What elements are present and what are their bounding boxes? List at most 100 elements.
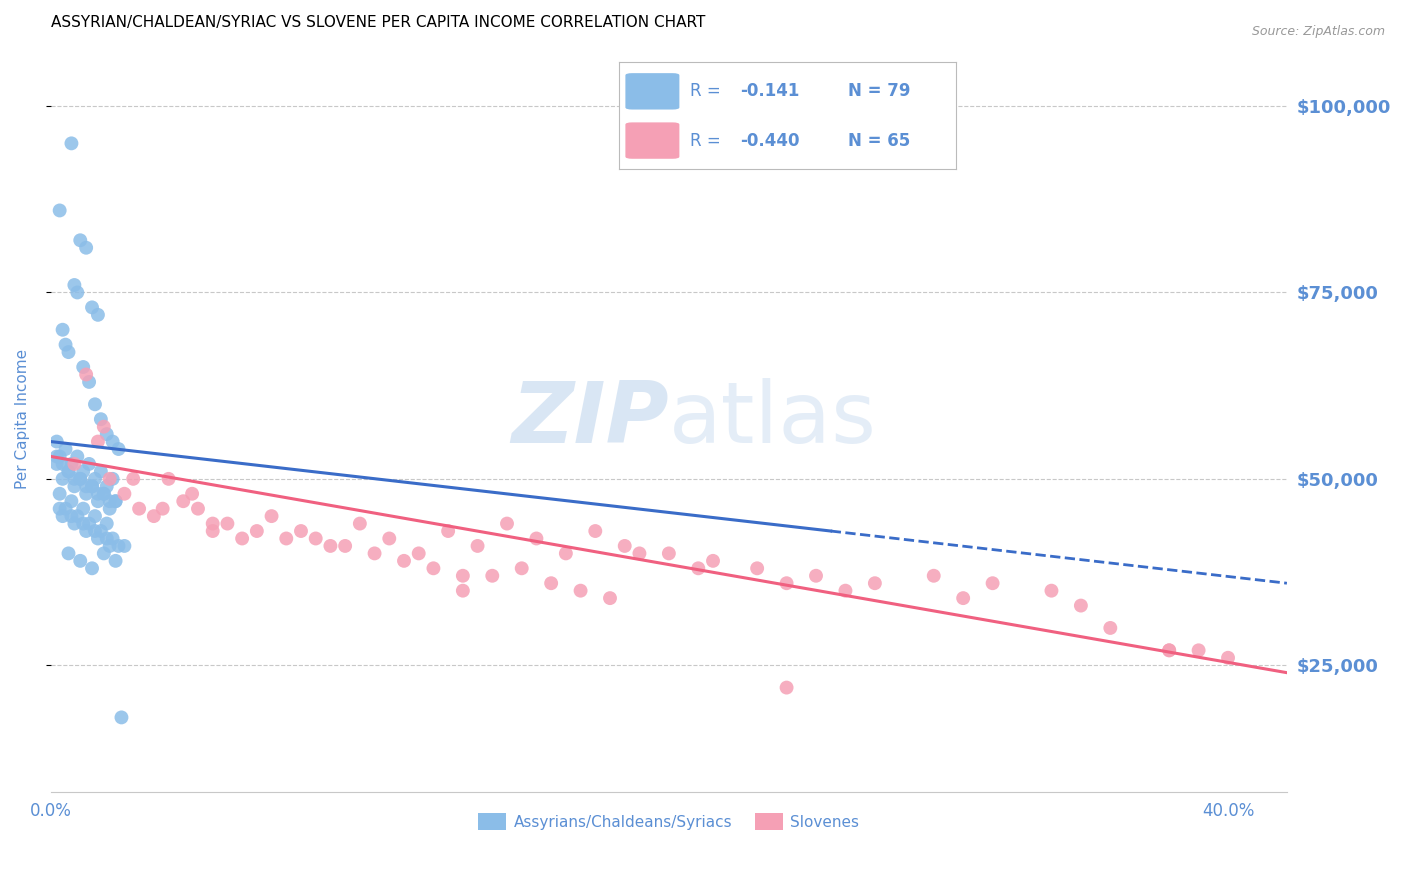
Point xyxy=(87,532,110,546)
Point xyxy=(55,442,77,456)
Point xyxy=(104,494,127,508)
Point xyxy=(93,546,115,560)
Point xyxy=(1216,650,1239,665)
Text: -0.440: -0.440 xyxy=(740,132,800,150)
Point xyxy=(658,546,681,560)
Point xyxy=(112,539,135,553)
Point xyxy=(599,591,621,606)
Point xyxy=(554,546,576,560)
Point xyxy=(260,509,283,524)
Point xyxy=(181,487,204,501)
Point xyxy=(422,561,444,575)
Point xyxy=(157,472,180,486)
Point xyxy=(63,457,86,471)
Point xyxy=(72,359,94,374)
Point xyxy=(451,583,474,598)
Point xyxy=(378,532,401,546)
Point xyxy=(98,472,121,486)
Point xyxy=(981,576,1004,591)
Point xyxy=(201,516,224,531)
Text: Source: ZipAtlas.com: Source: ZipAtlas.com xyxy=(1251,25,1385,38)
Text: ASSYRIAN/CHALDEAN/SYRIAC VS SLOVENE PER CAPITA INCOME CORRELATION CHART: ASSYRIAN/CHALDEAN/SYRIAC VS SLOVENE PER … xyxy=(51,15,706,30)
Text: N = 79: N = 79 xyxy=(848,82,911,100)
FancyBboxPatch shape xyxy=(626,73,679,110)
Point xyxy=(1187,643,1209,657)
Point xyxy=(451,568,474,582)
Point xyxy=(246,524,269,538)
FancyBboxPatch shape xyxy=(626,122,679,159)
Point xyxy=(66,285,89,300)
Point xyxy=(101,434,124,449)
Point xyxy=(90,524,112,538)
Point xyxy=(128,501,150,516)
Point xyxy=(55,337,77,351)
Point xyxy=(172,494,194,508)
Point xyxy=(58,546,80,560)
Point xyxy=(526,532,548,546)
Point xyxy=(481,568,503,582)
Point xyxy=(48,501,70,516)
Point xyxy=(72,516,94,531)
Point xyxy=(48,487,70,501)
Text: -0.141: -0.141 xyxy=(740,82,800,100)
Point xyxy=(75,241,97,255)
Point xyxy=(952,591,974,606)
Point xyxy=(60,494,83,508)
Point xyxy=(231,532,253,546)
Point xyxy=(201,524,224,538)
Point xyxy=(305,532,328,546)
Point xyxy=(834,583,856,598)
Point xyxy=(72,464,94,478)
Point xyxy=(48,203,70,218)
Point xyxy=(77,457,100,471)
Point xyxy=(63,479,86,493)
Point xyxy=(363,546,385,560)
Point xyxy=(80,479,103,493)
Point xyxy=(87,308,110,322)
Point xyxy=(63,516,86,531)
Point xyxy=(510,561,533,575)
Point xyxy=(75,479,97,493)
Point xyxy=(69,233,91,247)
Point xyxy=(80,301,103,315)
Point xyxy=(48,450,70,464)
Point xyxy=(90,464,112,478)
Point xyxy=(52,509,75,524)
Point xyxy=(804,568,827,582)
Point xyxy=(863,576,886,591)
Point xyxy=(80,479,103,493)
Point xyxy=(52,472,75,486)
Point xyxy=(75,524,97,538)
Point xyxy=(58,464,80,478)
Point xyxy=(1099,621,1122,635)
Point xyxy=(77,516,100,531)
Point xyxy=(52,457,75,471)
Point xyxy=(72,501,94,516)
Point xyxy=(628,546,651,560)
Point xyxy=(96,532,118,546)
Point xyxy=(496,516,519,531)
Point xyxy=(63,278,86,293)
Point xyxy=(217,516,239,531)
Point xyxy=(408,546,430,560)
Point xyxy=(96,479,118,493)
Point xyxy=(66,509,89,524)
Point xyxy=(98,494,121,508)
Point xyxy=(319,539,342,553)
Point xyxy=(90,412,112,426)
Point xyxy=(80,561,103,575)
Point xyxy=(104,554,127,568)
Point xyxy=(45,457,67,471)
Point xyxy=(107,539,129,553)
Point xyxy=(75,368,97,382)
Point xyxy=(75,487,97,501)
Point xyxy=(93,487,115,501)
Point xyxy=(93,487,115,501)
Point xyxy=(96,516,118,531)
Point xyxy=(45,434,67,449)
Point xyxy=(688,561,710,575)
Point xyxy=(333,539,356,553)
Point xyxy=(84,524,107,538)
Point xyxy=(63,472,86,486)
Point xyxy=(101,532,124,546)
